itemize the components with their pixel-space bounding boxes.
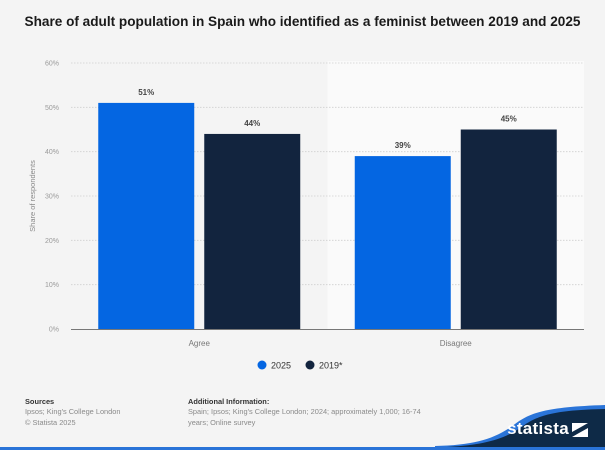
legend-swatch <box>257 360 267 370</box>
y-tick-label: 40% <box>45 149 59 156</box>
legend-item-2019[interactable]: 2019* <box>305 360 344 371</box>
legend-swatch <box>305 360 315 370</box>
additional-info-line: years; Online survey <box>188 417 256 427</box>
value-label: 51% <box>138 88 154 97</box>
y-tick-label: 20% <box>45 238 59 245</box>
value-label: 44% <box>244 119 260 128</box>
bar-disagree-2019 <box>460 129 557 329</box>
y-tick-label: 0% <box>49 327 59 334</box>
y-axis-label: Share of respondents <box>28 160 37 232</box>
bar-disagree-2025 <box>354 156 451 329</box>
legend-label: 2019* <box>319 361 343 371</box>
y-tick-label: 10% <box>45 282 59 289</box>
additional-info-label: Additional Information: <box>188 397 270 406</box>
statista-brand-banner <box>435 405 605 447</box>
copyright-line: © Statista 2025 <box>25 417 76 427</box>
y-tick-label: 30% <box>45 194 59 201</box>
y-tick-label: 60% <box>45 61 59 68</box>
value-labels: 51% 44% 39% 45% <box>138 88 517 150</box>
bars <box>98 102 557 330</box>
bar-agree-2019 <box>204 133 301 329</box>
value-label: 39% <box>395 141 411 150</box>
sources-line[interactable]: Ipsos; King's College London <box>25 407 121 416</box>
value-label: 45% <box>501 115 517 124</box>
y-tick-label: 50% <box>45 105 59 112</box>
x-tick-label: Agree <box>189 339 211 348</box>
sources-text: Ipsos; King's College London © Statista … <box>25 407 121 428</box>
additional-info-line: Spain; Ipsos; King's College London; 202… <box>188 407 421 416</box>
statista-logo-icon <box>572 423 588 437</box>
x-tick-label: Disagree <box>440 339 473 348</box>
sources-label: Sources <box>25 397 55 406</box>
legend-item-2025[interactable]: 2025 <box>257 360 292 371</box>
y-axis-ticks: 0% 10% 20% 30% 40% 50% 60% <box>45 61 59 334</box>
bar-chart: 0% 10% 20% 30% 40% 50% 60% Share of respondent… <box>28 61 584 371</box>
additional-info-text: Spain; Ipsos; King's College London; 202… <box>188 407 421 428</box>
chart-title: Share of adult population in Spain who i… <box>24 14 581 29</box>
statista-logo-text[interactable]: statista <box>507 419 569 438</box>
bar-agree-2025 <box>98 102 195 330</box>
legend: 2025 2019* <box>257 360 344 371</box>
x-axis-ticks: Agree Disagree <box>189 339 473 348</box>
bottom-accent-line <box>0 447 605 450</box>
legend-label: 2025 <box>271 361 291 371</box>
